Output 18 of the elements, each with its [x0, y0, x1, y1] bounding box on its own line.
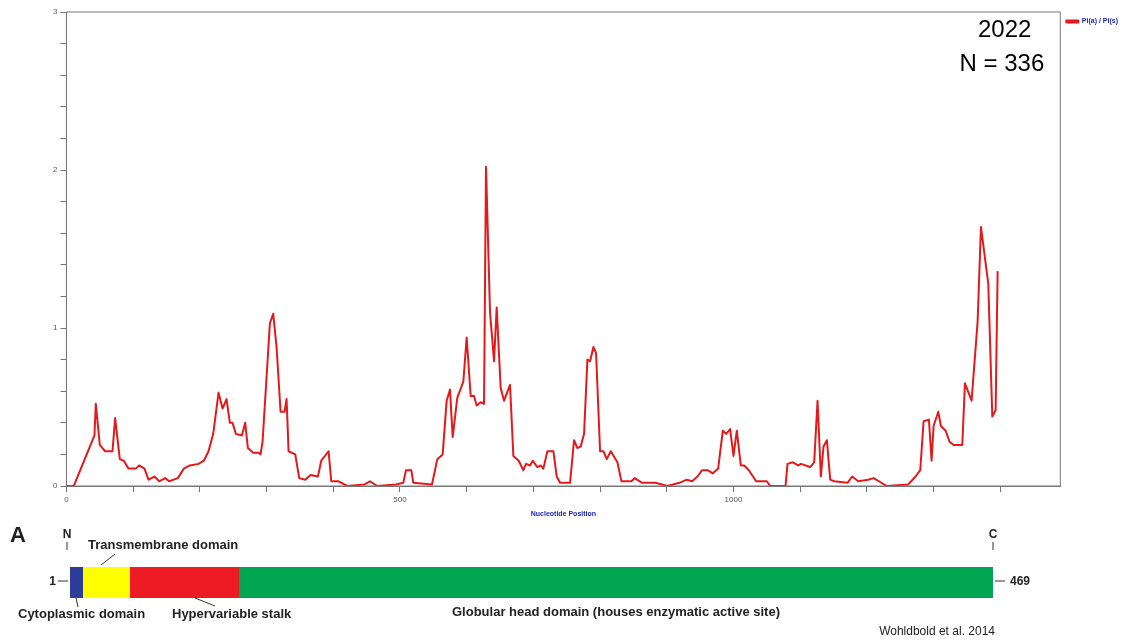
x-tick-label: 0 [64, 495, 70, 504]
text: C [988, 527, 998, 541]
text: 469 [1010, 574, 1031, 588]
y-tick-label: 3 [53, 7, 58, 17]
text: Globular head domain (houses enzymatic active site) [452, 604, 780, 619]
x-tick-label: 1000 [724, 495, 743, 504]
text: Transmembrane domain [88, 537, 239, 552]
text: Cytoplasmic domain [18, 606, 146, 621]
annotation: N = 336 [959, 48, 1045, 76]
annotation: 2022 [977, 14, 1032, 42]
x-tick-label: 500 [393, 495, 408, 504]
y-tick-label: 2 [53, 165, 58, 175]
text: Wohldbold et al. 2014 [879, 624, 995, 638]
text: Hypervariable stalk [172, 606, 292, 621]
text: A [10, 522, 26, 548]
text: N [62, 527, 72, 541]
y-tick-label: 0 [53, 481, 58, 491]
y-tick-label: 1 [53, 323, 58, 333]
